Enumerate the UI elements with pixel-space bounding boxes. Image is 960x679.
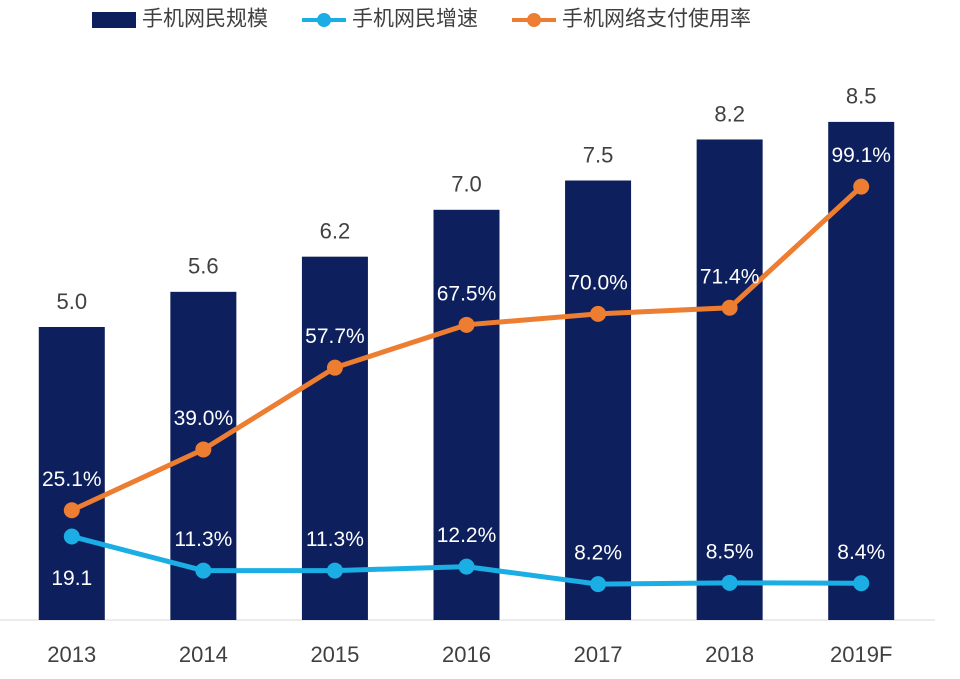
x-tick-label: 2017 (574, 642, 623, 667)
bar-label: 8.2 (714, 101, 745, 126)
data-label: 19.1 (51, 567, 92, 590)
data-label: 11.3% (174, 528, 232, 551)
bar (696, 139, 763, 621)
legend-item: 手机网民规模 (92, 8, 268, 31)
legend-label: 手机网民规模 (142, 8, 268, 31)
line-marker (195, 562, 212, 579)
bar-label: 5.0 (56, 289, 87, 314)
bar-label: 7.5 (583, 142, 614, 167)
line-marker (63, 502, 80, 519)
x-tick-label: 2018 (705, 642, 754, 667)
data-label: 8.5% (706, 540, 754, 563)
line-marker (458, 558, 475, 575)
line-marker (326, 359, 343, 376)
data-label: 8.2% (574, 542, 622, 565)
x-tick-label: 2014 (179, 642, 228, 667)
bar (565, 180, 632, 620)
legend-label: 手机网民增速 (352, 8, 478, 31)
data-label: 39.0% (174, 407, 234, 430)
x-tick-label: 2016 (442, 642, 491, 667)
line-marker (195, 441, 212, 458)
legend-marker (527, 13, 541, 27)
data-label: 70.0% (568, 271, 628, 294)
bar (38, 327, 105, 620)
line-marker (326, 562, 343, 579)
bar-label: 7.0 (451, 172, 482, 197)
data-label: 8.4% (837, 541, 885, 564)
legend-marker (317, 13, 331, 27)
data-label: 25.1% (42, 468, 102, 491)
data-label: 71.4% (700, 265, 760, 288)
bar-label: 8.5 (846, 84, 877, 109)
bar-label: 6.2 (320, 218, 351, 243)
line-marker (590, 576, 607, 593)
line-marker (853, 178, 870, 195)
line-marker (721, 574, 738, 591)
data-label: 57.7% (305, 325, 365, 348)
bar (433, 209, 500, 621)
x-tick-label: 2013 (47, 642, 96, 667)
bar-label: 5.6 (188, 254, 219, 279)
x-tick-label: 2019F (830, 642, 892, 667)
bar (301, 256, 368, 620)
legend-label: 手机网络支付使用率 (562, 8, 751, 31)
legend-item: 手机网络支付使用率 (512, 8, 751, 31)
data-label: 11.3% (306, 528, 364, 551)
data-label: 67.5% (437, 282, 497, 305)
line-marker (721, 299, 738, 316)
legend-swatch (92, 12, 136, 28)
line-marker (590, 305, 607, 322)
line-marker (853, 575, 870, 592)
x-tick-label: 2015 (310, 642, 359, 667)
data-label: 99.1% (831, 144, 891, 167)
line-marker (458, 316, 475, 333)
line-marker (63, 528, 80, 545)
legend-item: 手机网民增速 (302, 8, 478, 31)
data-label: 12.2% (437, 524, 497, 547)
